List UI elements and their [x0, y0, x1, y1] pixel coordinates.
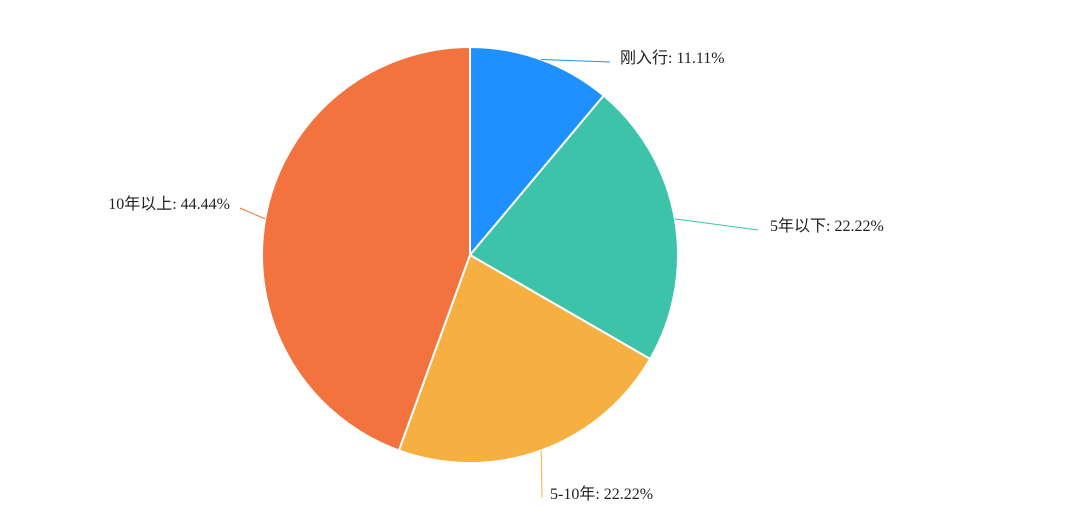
pie-slice-label-percent: 44.44%: [181, 196, 230, 213]
pie-slice-label-sep: :: [595, 486, 603, 503]
pie-leader-line: [541, 60, 610, 62]
pie-leader-line: [675, 219, 758, 230]
pie-slice-label: 刚入行: 11.11%: [620, 44, 725, 68]
pie-slice-label-percent: 11.11%: [676, 50, 724, 67]
pie-chart-svg: [0, 0, 1080, 520]
pie-leader-line: [541, 450, 542, 498]
pie-slice-label: 5年以下: 22.22%: [770, 212, 884, 236]
pie-slice-label: 5-10年: 22.22%: [550, 480, 653, 504]
pie-slice-label-name: 5年以下: [770, 218, 826, 235]
pie-slice-label-name: 5-10年: [550, 486, 595, 503]
pie-slice-label-name: 刚入行: [620, 50, 668, 67]
pie-slice-label-percent: 22.22%: [604, 486, 653, 503]
pie-leader-line: [240, 208, 265, 219]
pie-slice-label-percent: 22.22%: [834, 218, 883, 235]
pie-chart-container: 刚入行: 11.11%5年以下: 22.22%5-10年: 22.22%10年以…: [0, 0, 1080, 520]
pie-slice-label-sep: :: [172, 196, 180, 213]
pie-slice-label-name: 10年以上: [108, 196, 172, 213]
pie-slice-label: 10年以上: 44.44%: [108, 190, 230, 214]
